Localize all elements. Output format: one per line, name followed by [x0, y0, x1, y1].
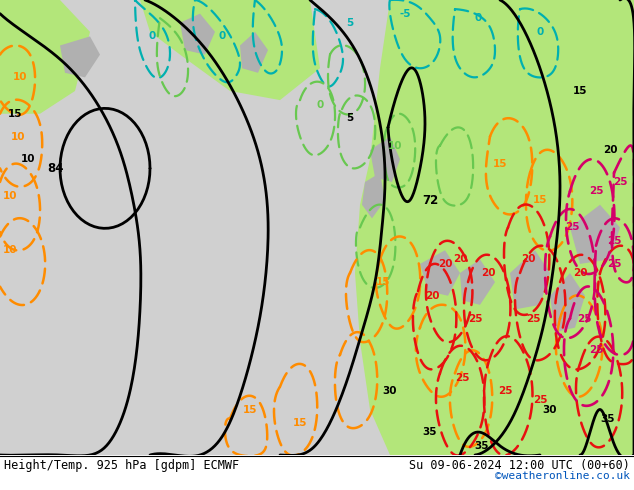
Text: 20: 20 — [437, 259, 452, 269]
Polygon shape — [370, 137, 400, 182]
Text: 0: 0 — [148, 31, 155, 41]
Text: 25: 25 — [565, 222, 579, 232]
Text: 25: 25 — [607, 259, 621, 269]
Text: 35: 35 — [423, 427, 437, 437]
Text: 72: 72 — [422, 194, 438, 207]
Text: ©weatheronline.co.uk: ©weatheronline.co.uk — [495, 471, 630, 481]
Text: 25: 25 — [589, 186, 603, 196]
Text: 15: 15 — [8, 109, 22, 119]
Text: 5: 5 — [346, 18, 354, 28]
Text: 0: 0 — [218, 31, 226, 41]
Text: 30: 30 — [383, 386, 398, 396]
Text: 25: 25 — [589, 345, 603, 355]
Polygon shape — [460, 259, 495, 305]
Text: 25: 25 — [468, 314, 482, 323]
Polygon shape — [0, 0, 90, 114]
Text: 25: 25 — [612, 177, 627, 187]
Polygon shape — [0, 0, 634, 455]
Text: 30: 30 — [543, 405, 557, 415]
Text: 20: 20 — [521, 254, 535, 264]
Text: 15: 15 — [533, 195, 547, 205]
Text: 15: 15 — [376, 277, 391, 287]
Text: 35: 35 — [601, 414, 615, 423]
Text: 15: 15 — [243, 405, 257, 415]
Text: 10: 10 — [13, 73, 27, 82]
Text: 35: 35 — [475, 441, 489, 451]
Text: 20: 20 — [573, 268, 587, 278]
Text: 15: 15 — [573, 86, 587, 96]
Text: 25: 25 — [607, 236, 621, 246]
Polygon shape — [240, 32, 268, 73]
Polygon shape — [510, 250, 550, 309]
Text: 10: 10 — [21, 154, 36, 164]
Text: 25: 25 — [577, 314, 592, 323]
Polygon shape — [362, 173, 385, 219]
Text: 20: 20 — [481, 268, 495, 278]
Text: 15: 15 — [293, 418, 307, 428]
Polygon shape — [60, 36, 100, 77]
Text: 0: 0 — [474, 13, 482, 23]
Text: 25: 25 — [498, 386, 512, 396]
Text: 20: 20 — [453, 254, 467, 264]
Text: 25: 25 — [455, 373, 469, 383]
Text: -5: -5 — [399, 9, 411, 19]
Text: 10: 10 — [3, 191, 17, 200]
Text: Su 09-06-2024 12:00 UTC (00+60): Su 09-06-2024 12:00 UTC (00+60) — [409, 459, 630, 472]
Text: Height/Temp. 925 hPa [gdpm] ECMWF: Height/Temp. 925 hPa [gdpm] ECMWF — [4, 459, 239, 472]
Polygon shape — [380, 250, 420, 328]
Polygon shape — [570, 205, 620, 264]
Text: 20: 20 — [603, 145, 618, 155]
Text: 20: 20 — [425, 291, 439, 301]
Text: 0: 0 — [536, 27, 543, 37]
Text: 0: 0 — [316, 99, 323, 110]
Text: 5: 5 — [346, 113, 354, 123]
Text: 10: 10 — [388, 141, 402, 150]
Text: 84: 84 — [47, 162, 63, 175]
Polygon shape — [420, 250, 460, 296]
Polygon shape — [550, 273, 585, 332]
Text: 25: 25 — [526, 314, 540, 323]
Text: 25: 25 — [533, 395, 547, 405]
Polygon shape — [180, 14, 215, 54]
Polygon shape — [355, 0, 634, 455]
Text: 15: 15 — [493, 159, 507, 169]
Text: 10: 10 — [3, 245, 17, 255]
Text: 10: 10 — [11, 131, 25, 142]
Polygon shape — [140, 0, 320, 100]
